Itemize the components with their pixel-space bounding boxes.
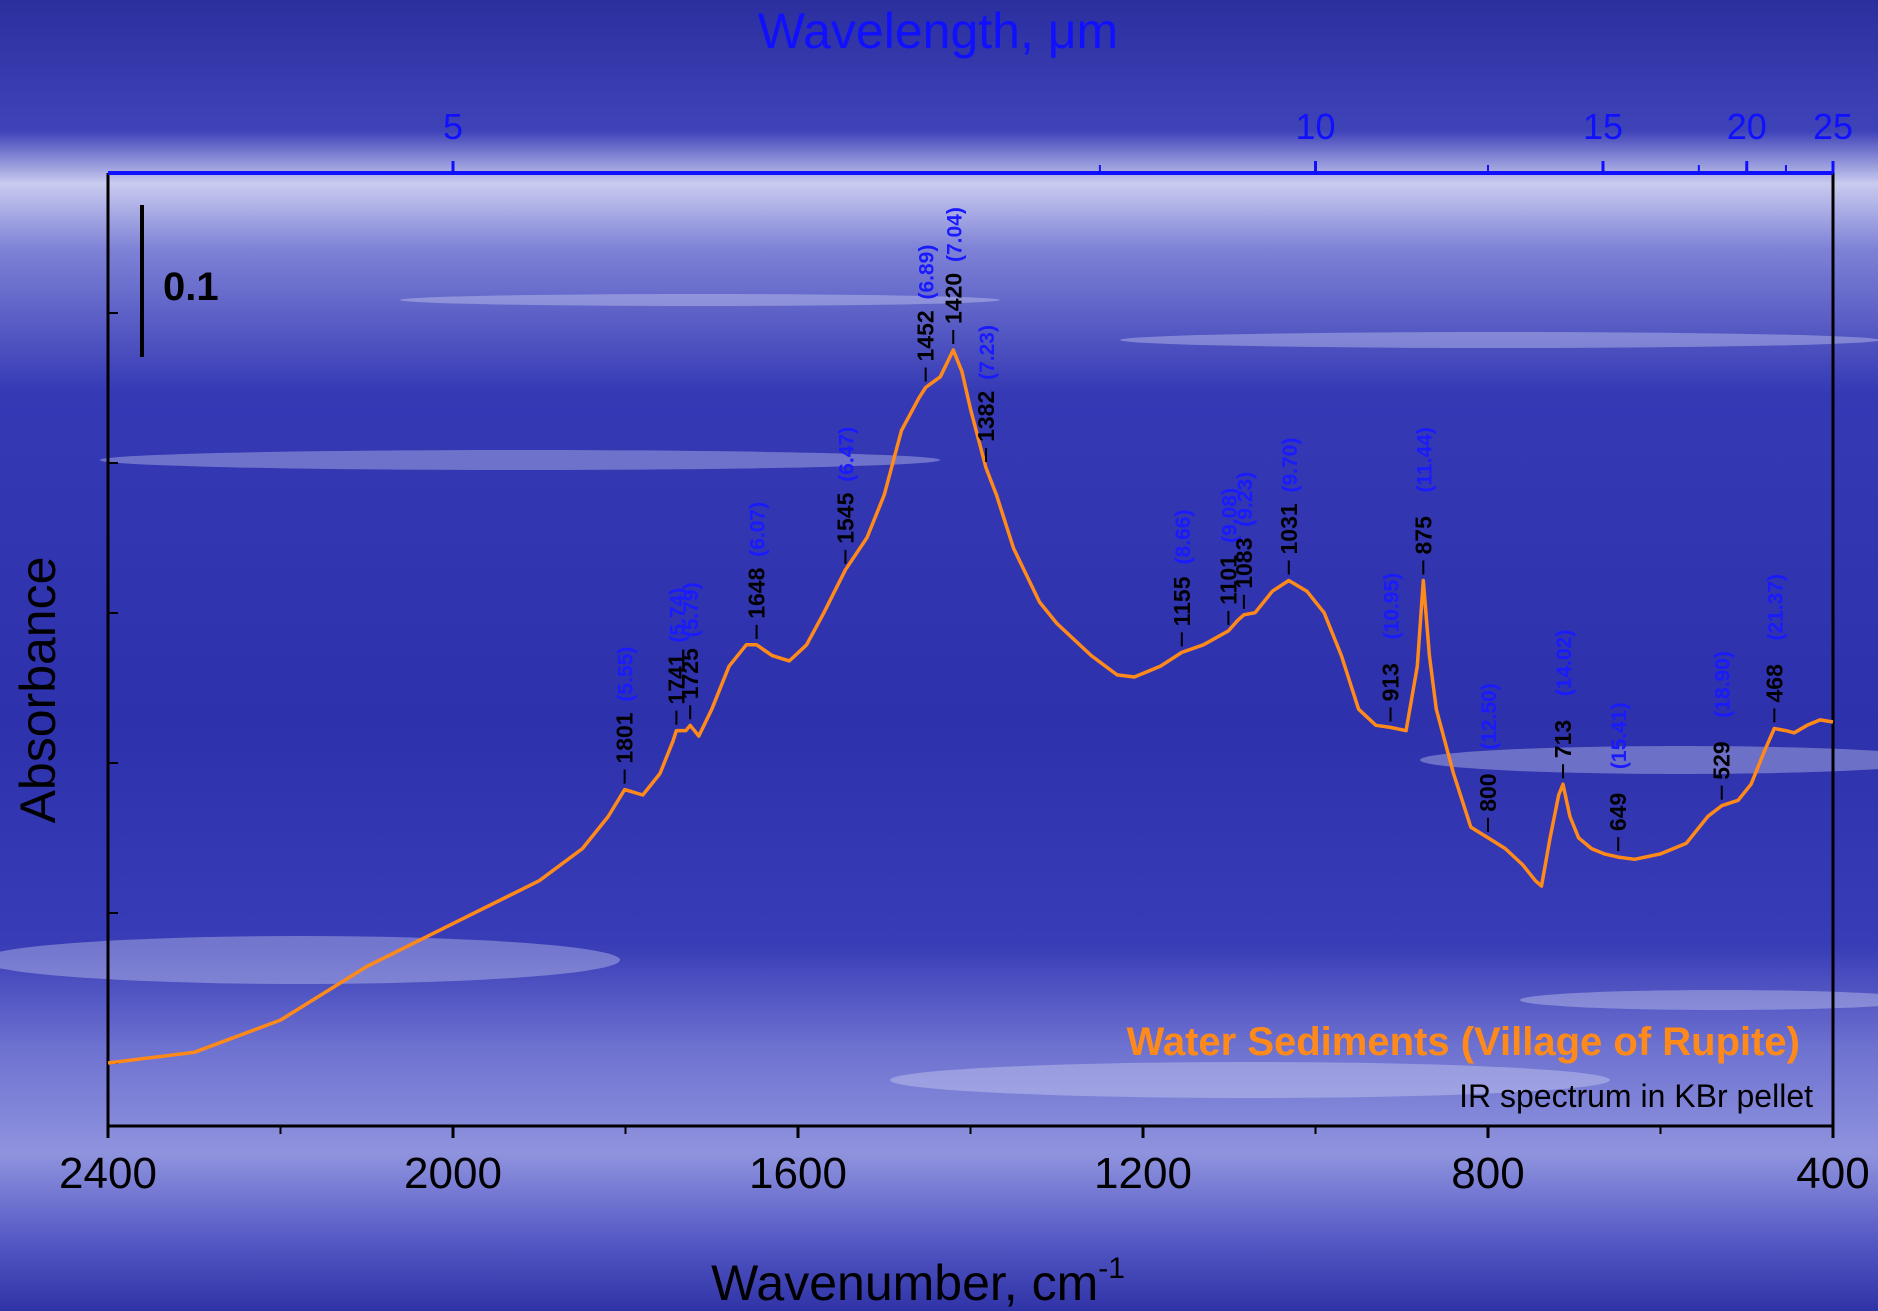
peak-wavelength-label: (9.08): [1218, 488, 1241, 543]
peak-wavelength-label: (6.89): [916, 245, 939, 300]
x-tick-label: 800: [1451, 1149, 1524, 1198]
peak-wavenumber-label: 1101: [1215, 555, 1241, 605]
axis-ticks-group: 2400 2000 1600 1200 800 400 5 10 15 20 25: [59, 106, 1870, 1198]
x-tick-label: 400: [1796, 1149, 1869, 1198]
peak-wavelength-label: (8.66): [1172, 510, 1195, 565]
peak-wavelength-label: (11.44): [1413, 427, 1436, 492]
peak-wavelength-label: (10.95): [1381, 573, 1404, 640]
peak-wavenumber-label: 649: [1605, 793, 1631, 831]
x-tick-label: 2400: [59, 1149, 157, 1198]
peak-wavenumber-label: 1741: [663, 653, 689, 704]
peak-wavelength-label: (5.74): [666, 588, 689, 643]
peak-label: 468 (21.37): [1761, 574, 1787, 703]
peak-wavelength-label: (6.07): [747, 502, 770, 557]
peak-label: 1420 (7.04): [940, 207, 966, 324]
peak-label: 1083 (9.23): [1231, 472, 1257, 589]
bottom-axis-title: Wavenumber, cm-1: [711, 1252, 1125, 1311]
peak-wavelength-label: (21.37): [1764, 574, 1787, 641]
peak-label: 875 (11.44): [1410, 427, 1436, 554]
background-streaks: [0, 294, 1878, 1098]
peak-label: 1155 (8.66): [1169, 510, 1195, 627]
peak-label: 649 (15.41): [1605, 703, 1631, 832]
peak-label: 1031 (9.70): [1276, 438, 1302, 555]
peak-wavenumber-label: 1545: [832, 492, 858, 543]
bottom-axis-title-superscript: -1: [1098, 1252, 1125, 1285]
peak-label: 1101 (9.08): [1215, 488, 1241, 605]
peak-wavelength-label: (18.90): [1712, 651, 1735, 718]
peak-wavenumber-label: 875: [1410, 516, 1436, 555]
peak-wavenumber-label: 1083: [1231, 538, 1257, 589]
peak-wavenumber-label: 1031: [1276, 503, 1302, 554]
peak-label: 1648 (6.07): [744, 502, 770, 619]
x2-tick-label: 10: [1295, 106, 1335, 147]
legend-sub-label: IR spectrum in KBr pellet: [1459, 1078, 1813, 1114]
peak-label: 1741 (5.74): [663, 588, 689, 705]
peak-wavelength-label: (12.50): [1478, 683, 1501, 750]
peak-wavelength-label: (15.41): [1608, 703, 1631, 770]
peak-wavelength-label: (14.02): [1553, 630, 1576, 697]
peak-wavelength-label: (7.04): [943, 207, 966, 262]
peak-wavenumber-label: 1420: [940, 273, 966, 324]
x-tick-label: 2000: [404, 1149, 502, 1198]
x-tick-label: 1200: [1094, 1149, 1192, 1198]
bottom-axis-title-text: Wavenumber, cm: [711, 1255, 1098, 1311]
peak-wavenumber-label: 1801: [612, 712, 638, 763]
peak-wavelength-label: (5.55): [615, 647, 638, 702]
peak-label: 529 (18.90): [1709, 651, 1735, 780]
peak-wavelength-label: (7.23): [976, 325, 999, 380]
peak-wavenumber-label: 913: [1378, 663, 1404, 701]
peak-wavenumber-label: 1452: [913, 310, 939, 361]
peak-label: 1725 (5.79): [677, 582, 703, 699]
x-tick-label: 1600: [749, 1149, 847, 1198]
peak-wavelength-label: (9.70): [1279, 438, 1302, 493]
peak-wavenumber-label: 468: [1761, 664, 1787, 703]
legend-main-label: Water Sediments (Village of Rupite): [1127, 1020, 1800, 1064]
peak-wavenumber-label: 1155: [1169, 576, 1195, 626]
peak-label: 1382 (7.23): [973, 325, 999, 442]
peak-label: 713 (14.02): [1550, 630, 1576, 759]
peak-wavenumber-label: 1648: [744, 567, 770, 618]
peak-label: 1452 (6.89): [913, 245, 939, 362]
peak-wavenumber-label: 529: [1709, 741, 1735, 779]
peak-wavenumber-label: 1725: [677, 648, 703, 699]
peak-wavelength-label: (6.47): [835, 427, 858, 482]
peak-wavenumber-label: 713: [1550, 720, 1576, 758]
peak-label: 1545 (6.47): [832, 427, 858, 544]
peak-wavelength-label: (5.79): [680, 582, 703, 637]
x2-tick-label: 15: [1583, 106, 1623, 147]
top-axis-title: Wavelength, μm: [758, 3, 1118, 59]
peak-wavenumber-label: 1382: [973, 391, 999, 442]
x2-tick-label: 20: [1727, 106, 1767, 147]
peak-label: 913 (10.95): [1378, 573, 1404, 702]
left-axis-title: Absorbance: [10, 557, 66, 824]
peak-wavenumber-label: 800: [1475, 773, 1501, 811]
peak-label: 800 (12.50): [1475, 683, 1501, 812]
peak-wavelength-label: (9.23): [1234, 472, 1257, 527]
spectrum-line: [107, 348, 1834, 1065]
x2-tick-label: 25: [1813, 106, 1853, 147]
x2-tick-label: 5: [443, 106, 463, 147]
peak-label: 1801 (5.55): [612, 647, 638, 764]
peak-labels-group: 1801 (5.55) 1741 (5.74) 1725 (5.79) 1648 (6.07)…: [612, 207, 1787, 852]
spectrum-curve-group: [107, 348, 1834, 1065]
scale-bar-label: 0.1: [163, 265, 219, 309]
